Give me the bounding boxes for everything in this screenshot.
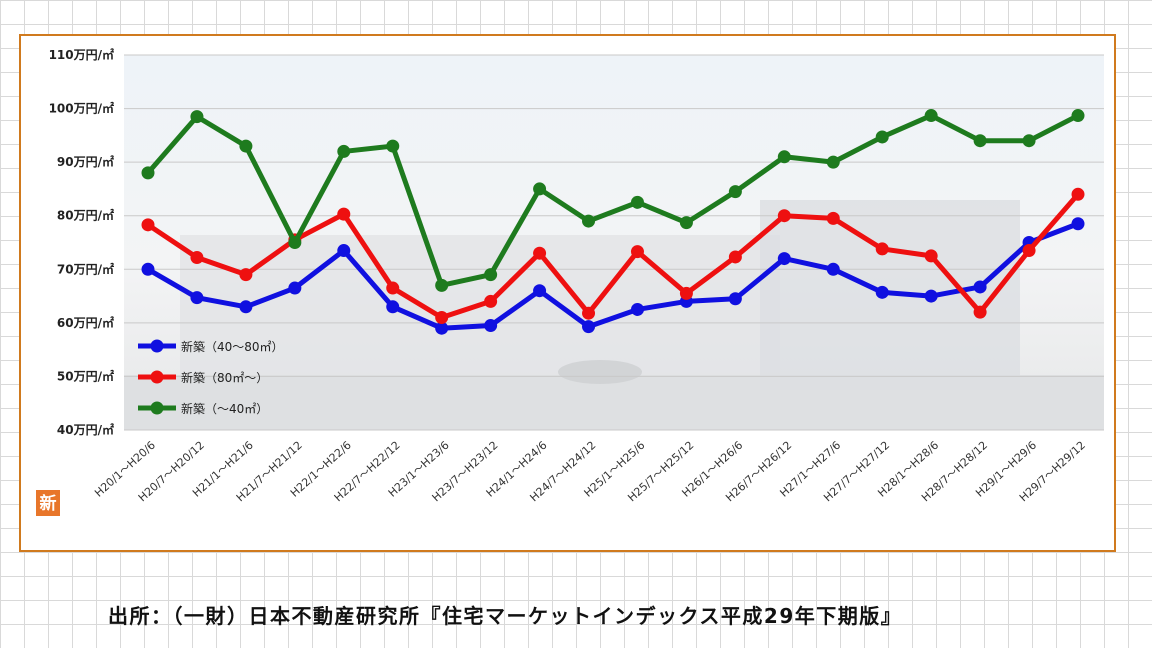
data-point <box>337 144 351 158</box>
data-point <box>728 185 742 199</box>
data-point <box>679 216 693 230</box>
data-point <box>924 109 938 123</box>
data-point <box>484 294 498 308</box>
series-layer <box>141 109 1085 335</box>
y-tick-label: 60万円/㎡ <box>57 315 114 330</box>
data-point <box>630 302 644 316</box>
data-point <box>386 300 400 314</box>
data-point <box>777 252 791 266</box>
data-point <box>386 281 400 295</box>
data-point <box>875 242 889 256</box>
data-point <box>1022 244 1036 258</box>
data-point <box>533 246 547 260</box>
data-point <box>826 211 840 225</box>
data-point <box>239 268 253 282</box>
data-point <box>582 214 596 228</box>
shin-badge-icon: 新 <box>36 490 60 516</box>
data-point <box>582 306 596 320</box>
series-line <box>146 221 1079 331</box>
data-point <box>679 286 693 300</box>
y-tick-label: 80万円/㎡ <box>57 208 114 223</box>
legend-label: 新築（40～80㎡） <box>181 339 284 354</box>
data-point <box>973 305 987 319</box>
svg-text:新: 新 <box>40 493 57 514</box>
plot-background <box>124 55 1104 430</box>
data-point <box>826 155 840 169</box>
series-2 <box>141 109 1085 292</box>
data-point <box>141 218 155 232</box>
y-axis: 40万円/㎡ 50万円/㎡ 60万円/㎡ 70万円/㎡ 80万円/㎡ 90万円/㎡ 100万… <box>49 47 114 437</box>
data-point <box>337 244 351 258</box>
data-point <box>337 207 351 221</box>
data-point <box>435 278 449 292</box>
data-point <box>288 281 302 295</box>
data-point <box>239 139 253 153</box>
legend-item: 新築（40～80㎡） <box>138 339 284 354</box>
y-tick-label: 90万円/㎡ <box>57 154 114 169</box>
data-point <box>1071 217 1085 231</box>
y-tick-label: 110万円/㎡ <box>49 47 114 62</box>
data-point <box>141 262 155 276</box>
data-point <box>973 280 987 294</box>
data-point <box>435 321 449 335</box>
data-point <box>484 319 498 333</box>
data-point <box>728 250 742 264</box>
legend: 新築（40～80㎡） 新築（80㎡～） 新築（～40㎡） <box>138 339 284 416</box>
data-point <box>533 182 547 196</box>
data-point <box>582 320 596 334</box>
data-point <box>728 292 742 306</box>
data-point <box>1071 109 1085 123</box>
series-line <box>146 192 1080 320</box>
data-point <box>239 300 253 314</box>
legend-label: 新築（80㎡～） <box>181 370 268 385</box>
legend-item: 新築（80㎡～） <box>138 370 268 385</box>
legend-swatch-marker <box>150 339 164 353</box>
data-point <box>924 249 938 263</box>
data-point <box>484 268 498 282</box>
data-point <box>190 110 204 124</box>
data-point <box>630 245 644 259</box>
y-tick-label: 100万円/㎡ <box>49 101 114 116</box>
data-point <box>630 195 644 209</box>
y-tick-label: 40万円/㎡ <box>57 422 114 437</box>
data-point <box>435 311 449 324</box>
series-line <box>146 113 1080 288</box>
y-tick-label: 70万円/㎡ <box>57 261 114 276</box>
y-tick-label: 50万円/㎡ <box>57 368 114 383</box>
data-point <box>386 139 400 153</box>
data-point <box>973 134 987 148</box>
data-point <box>190 251 204 264</box>
data-point <box>1022 134 1036 148</box>
x-axis: H20/1～H20/6H20/7～H20/12H21/1～H21/6H21/7～… <box>92 439 1088 505</box>
data-point <box>875 130 889 144</box>
data-point <box>777 150 791 164</box>
data-point <box>875 285 889 299</box>
legend-swatch-marker <box>150 401 164 415</box>
legend-item: 新築（～40㎡） <box>138 401 268 416</box>
data-point <box>1071 187 1085 201</box>
source-note: 出所：（一財）日本不動産研究所『住宅マーケットインデックス平成29年下期版』 <box>108 604 903 628</box>
data-point <box>924 289 938 303</box>
series-1 <box>141 187 1085 324</box>
data-point <box>288 236 302 249</box>
data-point <box>141 166 155 180</box>
data-point <box>190 291 204 305</box>
data-point <box>777 209 791 223</box>
legend-label: 新築（～40㎡） <box>181 401 268 416</box>
legend-swatch-marker <box>150 370 164 384</box>
data-point <box>533 284 547 298</box>
data-point <box>826 262 840 276</box>
